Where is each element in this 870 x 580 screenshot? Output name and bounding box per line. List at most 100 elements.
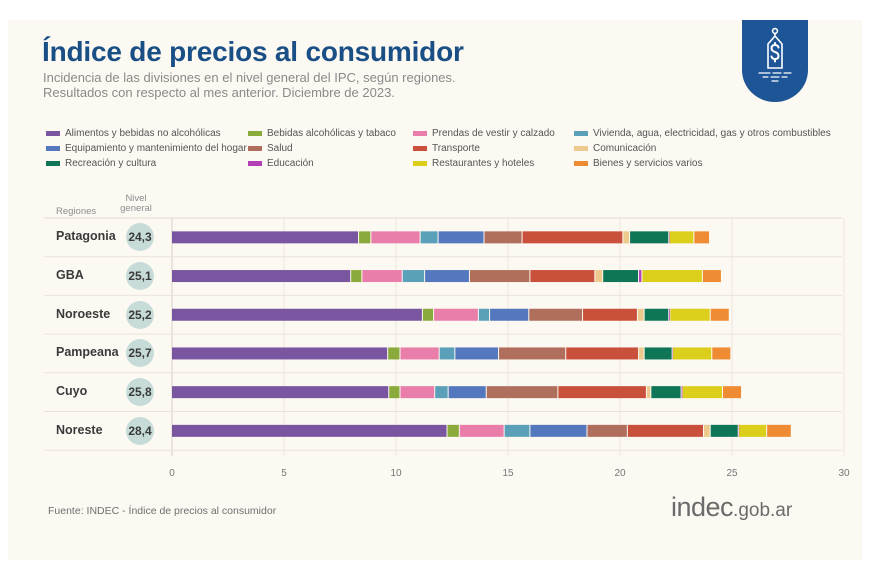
bar-segment-salud [486, 386, 558, 399]
legend-item-bebidas-alcoholicas-y-tabaco: Bebidas alcohólicas y tabaco [248, 126, 413, 140]
bar-segment-recreacion-y-cultura [710, 424, 738, 437]
nivel-general-value: 25,8 [126, 378, 154, 407]
bar-segment-bebidas-alcoholicas-y-tabaco [359, 231, 371, 244]
legend-item-alimentos-y-bebidas-no-alcoholicas: Alimentos y bebidas no alcohólicas [46, 126, 248, 140]
bar-segment-recreacion-y-cultura [644, 308, 669, 321]
indec-logo[interactable]: indec.gob.ar [671, 492, 792, 523]
region-label-noreste: Noreste [56, 422, 103, 437]
bar-segment-bienes-y-servicios-varios [767, 424, 791, 437]
bar-segment-restaurantes-y-hoteles [669, 231, 694, 244]
bar-segment-comunicacion [646, 386, 651, 399]
bar-segment-prendas-de-vestir-y-calzado [434, 308, 478, 321]
bar-segment-equipamiento-y-mantenimiento-del-hogar [455, 347, 499, 360]
legend-label: Bienes y servicios varios [593, 157, 703, 169]
bar-segment-alimentos-y-bebidas-no-alcoholicas [172, 270, 351, 283]
bar-segment-bienes-y-servicios-varios [712, 347, 731, 360]
bar-segment-educacion [681, 386, 683, 399]
bar-segment-educacion [639, 270, 642, 283]
x-tick-label: 10 [390, 468, 402, 479]
legend-label: Bebidas alcohólicas y tabaco [267, 127, 396, 139]
legend-swatch [46, 145, 60, 151]
bar-segment-equipamiento-y-mantenimiento-del-hogar [530, 424, 587, 437]
source-note: Fuente: INDEC - Índice de precios al con… [48, 505, 277, 517]
bar-segment-alimentos-y-bebidas-no-alcoholicas [172, 308, 422, 321]
bar-segment-prendas-de-vestir-y-calzado [371, 231, 420, 244]
page-title: Índice de precios al consumidor [42, 36, 464, 67]
subtitle-line-1: Incidencia de las divisiones en el nivel… [43, 70, 456, 85]
bar-segment-educacion [738, 424, 740, 437]
bar-segment-bienes-y-servicios-varios [702, 270, 721, 283]
bar-segment-transporte [566, 347, 639, 360]
bar-segment-bienes-y-servicios-varios [710, 308, 729, 321]
bar-segment-comunicacion [637, 308, 644, 321]
bar-segment-educacion [672, 347, 674, 360]
bar-segment-prendas-de-vestir-y-calzado [362, 270, 402, 283]
bar-segment-restaurantes-y-hoteles [682, 386, 723, 399]
region-label-pampeana: Pampeana [56, 345, 119, 360]
bar-segment-salud [499, 347, 566, 360]
bar-segment-restaurantes-y-hoteles [739, 424, 767, 437]
legend-swatch [574, 145, 588, 151]
bar-segment-equipamiento-y-mantenimiento-del-hogar [490, 308, 529, 321]
bar-segment-bebidas-alcoholicas-y-tabaco [351, 270, 362, 283]
legend-label: Restaurantes y hoteles [432, 157, 535, 169]
x-tick-label: 15 [502, 468, 514, 479]
nivel-header-line-1: Nivel [125, 193, 147, 204]
bar-segment-transporte [558, 386, 646, 399]
bar-segment-bebidas-alcoholicas-y-tabaco [389, 386, 400, 399]
legend-item-equipamiento-y-mantenimiento-del-hogar: Equipamiento y mantenimiento del hogar [46, 141, 248, 155]
legend-item-educacion: Educación [248, 156, 413, 170]
bar-segment-transporte [627, 424, 703, 437]
x-tick-label: 0 [169, 468, 175, 479]
regions-header: Regiones [56, 206, 97, 217]
bar-segment-vivienda-agua-electricidad-gas-y-otros-combustibles [478, 308, 490, 321]
bar-segment-alimentos-y-bebidas-no-alcoholicas [172, 424, 447, 437]
bar-segment-bebidas-alcoholicas-y-tabaco [388, 347, 400, 360]
region-label-cuyo: Cuyo [56, 384, 88, 399]
bar-segment-comunicacion [639, 347, 644, 360]
bar-segment-salud [484, 231, 522, 244]
chart-legend: Alimentos y bebidas no alcohólicas Bebida… [46, 126, 846, 170]
region-label-noroeste: Noroeste [56, 306, 111, 321]
legend-label: Recreación y cultura [65, 157, 157, 169]
bar-segment-equipamiento-y-mantenimiento-del-hogar [448, 386, 486, 399]
bar-segment-recreacion-y-cultura [630, 231, 669, 244]
bar-segment-alimentos-y-bebidas-no-alcoholicas [172, 386, 389, 399]
bar-segment-recreacion-y-cultura [644, 347, 672, 360]
nivel-header-line-2: general [120, 203, 152, 214]
legend-label: Vivienda, agua, electricidad, gas y otro… [593, 127, 831, 139]
legend-swatch [46, 130, 60, 136]
bar-segment-vivienda-agua-electricidad-gas-y-otros-combustibles [435, 386, 448, 399]
region-label-gba: GBA [56, 268, 84, 283]
legend-item-comunicacion: Comunicación [574, 141, 834, 155]
nivel-general-value: 25,2 [126, 300, 154, 329]
infographic-card: Índice de precios al consumidor Incidenc… [8, 20, 862, 560]
bar-segment-recreacion-y-cultura [651, 386, 681, 399]
bar-segment-vivienda-agua-electricidad-gas-y-otros-combustibles [439, 347, 455, 360]
legend-item-prendas-de-vestir-y-calzado: Prendas de vestir y calzado [413, 126, 574, 140]
legend-item-restaurantes-y-hoteles: Restaurantes y hoteles [413, 156, 574, 170]
bar-segment-prendas-de-vestir-y-calzado [459, 424, 504, 437]
legend-swatch [413, 130, 427, 136]
bar-segment-bienes-y-servicios-varios [694, 231, 710, 244]
legend-label: Alimentos y bebidas no alcohólicas [65, 127, 221, 139]
legend-item-recreacion-y-cultura: Recreación y cultura [46, 156, 248, 170]
logo-domain: .gob.ar [733, 500, 793, 521]
legend-label: Prendas de vestir y calzado [432, 127, 555, 139]
legend-item-salud: Salud [248, 141, 413, 155]
nivel-general-value: 25,7 [126, 339, 154, 368]
nivel-general-value: 28,4 [126, 416, 154, 445]
legend-swatch [574, 160, 588, 166]
logo-main: indec [671, 492, 734, 522]
bar-segment-comunicacion [595, 270, 603, 283]
legend-item-transporte: Transporte [413, 141, 574, 155]
legend-swatch [574, 130, 588, 136]
bar-segment-restaurantes-y-hoteles [670, 308, 710, 321]
bar-segment-salud [469, 270, 530, 283]
bar-segment-comunicacion [623, 231, 630, 244]
x-tick-label: 25 [726, 468, 738, 479]
legend-label: Equipamiento y mantenimiento del hogar [65, 142, 247, 154]
bar-segment-restaurantes-y-hoteles [642, 270, 702, 283]
legend-swatch [248, 160, 262, 166]
nivel-general-value: 24,3 [126, 223, 154, 252]
